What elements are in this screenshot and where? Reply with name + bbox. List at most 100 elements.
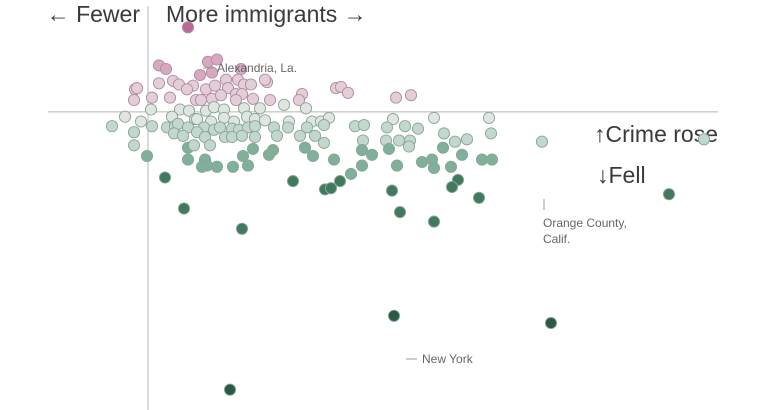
scatter-point-42 [292,93,306,107]
scatter-point-148 [444,160,458,173]
scatter-point-126 [436,141,450,154]
scatter-point-83 [248,120,262,133]
annotation-new-york: New York [422,352,474,366]
scatter-point-147 [427,161,441,175]
scatter-point-159 [662,188,676,201]
scatter-point-130 [236,149,250,163]
scatter-point-153 [333,175,347,188]
scatter-point-161 [393,206,407,219]
scatter-point-22 [208,79,222,92]
scatter-point-93 [437,127,451,140]
scatter-point-34 [163,91,177,104]
scatter-point-127 [140,149,154,163]
scatter-point-138 [475,153,489,166]
data-points [105,21,711,396]
scatter-point-95 [697,133,711,146]
scatter-point-69 [427,111,441,124]
scatter-point-40 [246,92,260,105]
scatter-point-119 [203,139,217,152]
scatter-point-124 [382,142,396,155]
scatter-point-154 [324,182,338,195]
scatter-point-41 [263,93,277,107]
scatter-point-115 [460,133,474,146]
scatter-point-123 [355,144,369,157]
scatter-point-107 [308,129,322,142]
scatter-point-63 [258,114,272,127]
scatter-point-86 [300,121,314,134]
scatter-point-157 [385,184,399,197]
scatter-point-134 [365,148,379,161]
scatter-point-142 [210,160,224,173]
scatter-point-2 [159,62,173,76]
scatter-point-89 [357,118,371,132]
scatter-point-151 [286,175,300,188]
scatter-point-133 [327,153,341,166]
scatter-point-45 [182,104,196,117]
scatter-point-146 [390,159,404,172]
scatter-point-158 [472,191,486,204]
annotation-orange-county-line1: Orange County, [543,216,627,230]
scatter-point-105 [270,129,284,142]
scatter-point-15 [130,82,144,95]
x-label-fewer: ← Fewer [47,1,141,27]
scatter-point-38 [214,89,228,102]
scatter-point-20 [180,83,194,96]
scatter-point-102 [225,130,239,144]
scatter-point-150 [344,167,358,180]
scatter-point-8 [205,66,219,79]
scatter-point-144 [241,159,255,172]
scatter-point-31 [404,89,418,102]
x-label-more-immigrants: More immigrants → [166,1,367,27]
scatter-point-128 [181,153,195,166]
scatter-point-32 [127,93,141,107]
scatter-point-137 [455,148,469,161]
scatter-point-166 [223,383,237,396]
annotation-alexandria: Alexandria, La. [217,61,297,75]
scatter-point-122 [298,141,312,154]
scatter-point-51 [277,98,291,111]
scatter-point-52 [299,102,313,115]
y-label-crime-rose: ↑Crime rose [594,121,718,147]
scatter-point-53 [118,110,132,123]
scatter-point-16 [152,77,166,90]
scatter-point-36 [194,93,208,107]
scatter-point-164 [387,309,401,322]
scatter-point-163 [235,222,249,235]
scatter-point-116 [127,139,141,152]
scatter-point-90 [380,121,394,134]
scatter-point-0 [181,21,195,34]
scatter-point-50 [253,102,267,115]
scatter-point-54 [134,115,148,128]
scatter-point-165 [544,316,558,330]
scatter-point-160 [177,202,191,215]
annotation-orange-county-line2: Calif. [543,232,570,246]
scatter-point-33 [145,91,159,104]
y-label-fell: ↓Fell [597,162,646,188]
scatter-point-57 [190,113,204,126]
scatter-point-94 [484,127,498,140]
annotation-orange-county: Orange County, Calif. [543,216,630,246]
scatter-point-162 [427,215,441,228]
scatter-point-125 [402,140,416,153]
scatter-point-118 [187,139,201,152]
scatter-point-141 [195,160,209,173]
scatter-point-145 [355,159,369,172]
scatter-point-113 [535,135,549,148]
scatter-point-111 [392,134,406,147]
scatter-point-91 [398,120,412,133]
scatter-point-156 [445,180,459,194]
scatter-point-29 [341,86,355,99]
scatter-point-71 [105,120,119,133]
scatter-point-39 [229,93,243,107]
scatter-point-43 [144,103,158,116]
scatter-point-79 [213,121,227,134]
scatter-point-7 [258,73,272,86]
scatter-point-70 [482,111,496,124]
scatter-point-103 [235,129,249,142]
scatter-point-114 [448,135,462,148]
scatter-point-143 [226,160,240,173]
scatter-point-98 [176,129,190,142]
scatter-point-13 [244,78,258,91]
